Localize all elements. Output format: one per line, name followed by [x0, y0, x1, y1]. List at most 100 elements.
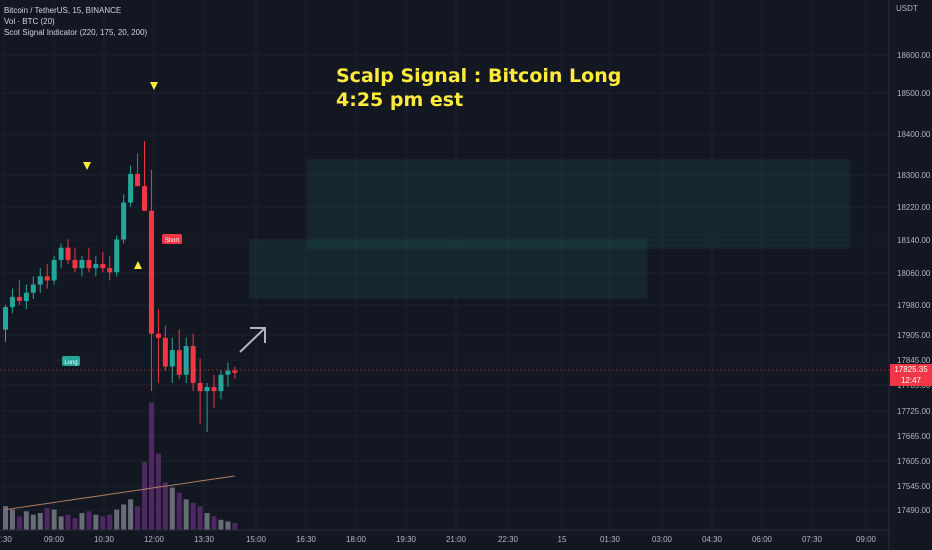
candle-body: [225, 370, 231, 375]
candle-body: [218, 374, 224, 392]
y-tick-label: 18140.00: [897, 236, 931, 245]
x-tick-label: 01:30: [600, 535, 621, 544]
volume-bar: [9, 509, 15, 530]
volume-bar: [16, 516, 22, 530]
volume-bar: [93, 514, 99, 530]
x-tick-label: 21:00: [446, 535, 467, 544]
volume-ma-line: [5, 475, 235, 511]
scot-indicator[interactable]: Scot Signal Indicator (220, 175, 20, 200…: [4, 28, 148, 37]
volume-bar: [128, 499, 134, 530]
up-triangle-marker: [134, 261, 142, 269]
volume-bars: [3, 402, 238, 530]
candle-body: [44, 276, 50, 281]
volume-bar: [121, 504, 127, 530]
volume-bar: [30, 514, 36, 530]
annotation-line2: 4:25 pm est: [336, 89, 464, 111]
y-tick-label: 17905.00: [897, 331, 931, 340]
volume-bar: [148, 402, 154, 530]
down-triangle-marker: [83, 162, 91, 170]
candle-body: [37, 276, 43, 285]
candle-body: [183, 346, 189, 375]
x-tick-label: 15:00: [246, 535, 267, 544]
annotation-line1: Scalp Signal : Bitcoin Long: [336, 65, 622, 87]
candle-body: [72, 259, 78, 269]
x-tick-label: 04:30: [702, 535, 723, 544]
volume-bar: [86, 511, 92, 530]
candle-body: [190, 346, 196, 383]
x-tick-label: 09:00: [856, 535, 877, 544]
long-signal-label: Long: [62, 356, 80, 366]
candle-body: [162, 337, 168, 367]
y-tick-label: 18400.00: [897, 130, 931, 139]
up-right-arrow-icon: [239, 327, 266, 353]
candle-body: [100, 264, 106, 269]
short-signal-label: Short: [162, 234, 182, 244]
candle-body: [58, 247, 64, 260]
volume-bar: [155, 453, 161, 530]
candle-body: [16, 296, 22, 301]
volume-bar: [183, 499, 189, 530]
volume-bar: [190, 502, 196, 530]
signal-zones: [248, 158, 851, 300]
symbol-title[interactable]: Bitcoin / TetherUS, 15, BINANCE: [4, 6, 122, 15]
chart-legend: Bitcoin / TetherUS, 15, BINANCE Vol · BT…: [4, 5, 147, 38]
x-tick-label: 06:00: [752, 535, 773, 544]
candle-body: [107, 268, 113, 273]
price-candles: [3, 141, 238, 433]
y-tick-label: 18300.00: [897, 171, 931, 180]
candle-body: [176, 350, 182, 375]
volume-bar: [3, 506, 8, 530]
candle-body: [23, 292, 29, 301]
candle-body: [135, 173, 141, 187]
y-tick-label: 18220.00: [897, 203, 931, 212]
candle-body: [114, 239, 120, 273]
volume-bar: [204, 513, 210, 530]
y-tick-label: 17980.00: [897, 301, 931, 310]
volume-bar: [58, 516, 64, 530]
time-axis: 7:30 09:00 10:30 12:00 13:30 15:00 16:30 18:00 1…: [0, 535, 877, 544]
candle-body: [155, 333, 161, 338]
volume-bar: [44, 507, 50, 530]
zone-rect: [306, 158, 851, 250]
volume-bar: [79, 513, 85, 530]
candle-body: [65, 247, 71, 260]
volume-bar: [218, 519, 224, 530]
volume-bar: [37, 513, 43, 530]
annotation-text[interactable]: Scalp Signal : Bitcoin Long 4:25 pm est: [336, 64, 621, 112]
svg-text:Long: Long: [64, 360, 77, 366]
volume-bar: [162, 482, 168, 530]
currency-label[interactable]: USDT: [896, 4, 918, 13]
x-tick-label: 15: [558, 535, 567, 544]
volume-bar: [72, 518, 78, 530]
x-tick-label: 07:30: [802, 535, 823, 544]
y-tick-label: 18500.00: [897, 89, 931, 98]
volume-bar: [114, 509, 120, 530]
candle-body: [93, 264, 99, 269]
zone-rect: [248, 239, 648, 300]
candle-body: [121, 202, 127, 240]
candle-body: [128, 173, 134, 203]
last-price-tag: 17825.35 12:47: [890, 364, 932, 386]
y-tick-label: 17665.00: [897, 432, 931, 441]
y-tick-label: 17605.00: [897, 457, 931, 466]
volume-bar: [107, 514, 113, 530]
candle-body: [211, 387, 217, 392]
down-triangle-marker: [150, 82, 158, 90]
volume-bar: [142, 462, 147, 530]
volume-bar: [232, 523, 238, 530]
volume-bar: [211, 516, 217, 530]
x-tick-label: 22:30: [498, 535, 519, 544]
candle-body: [169, 350, 175, 367]
volume-bar: [225, 521, 231, 530]
volume-bar: [176, 492, 182, 530]
price-axis: 18600.00 18500.00 18400.00 18300.00 18220.00…: [897, 51, 931, 515]
x-tick-label: 13:30: [194, 535, 215, 544]
x-tick-label: 19:30: [396, 535, 417, 544]
signal-markers: Short Long: [62, 82, 182, 366]
candle-body: [204, 387, 210, 392]
volume-indicator[interactable]: Vol · BTC (20): [4, 17, 55, 26]
candle-body: [148, 210, 154, 334]
candle-body: [232, 370, 238, 373]
x-tick-label: 12:00: [144, 535, 165, 544]
